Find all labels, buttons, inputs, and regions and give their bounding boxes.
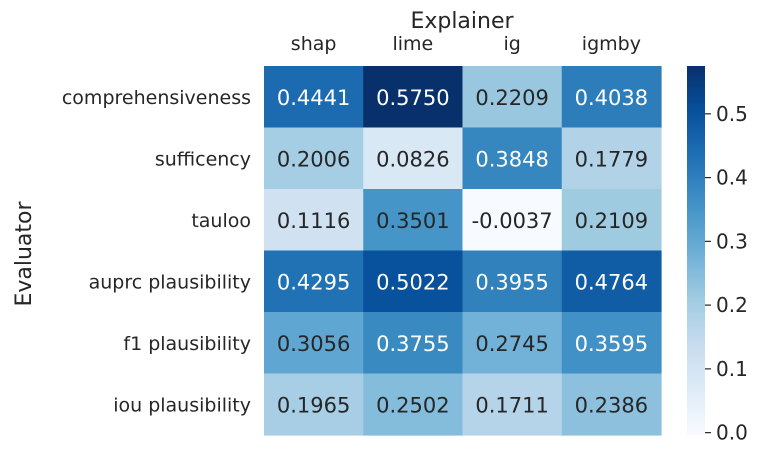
heatmap-cell [462, 373, 563, 436]
cell-value-label: 0.3848 [475, 147, 548, 171]
y-tick-label: auprc plausibility [89, 271, 251, 293]
heatmap-cell [363, 189, 464, 252]
heatmap-cell [561, 373, 662, 436]
heatmap-cell [264, 250, 364, 313]
cell-value-label: 0.4038 [575, 86, 648, 110]
heatmap-cell [462, 250, 563, 313]
heatmap-cell [363, 66, 464, 129]
heatmap-cell [561, 66, 662, 129]
colorbar-tick-label: 0.5 [716, 102, 748, 126]
x-tick-labels: shap lime ig igmby [291, 33, 641, 55]
x-tick-label: igmby [582, 33, 641, 55]
heatmap-cell [561, 127, 662, 190]
cell-value-label: 0.2502 [376, 393, 449, 417]
colorbar-tick-label: 0.4 [716, 166, 748, 190]
heatmap-cell [462, 66, 563, 129]
heatmap-cell [462, 189, 563, 252]
cell-value-label: 0.1965 [277, 393, 350, 417]
heatmap-cell [462, 127, 563, 190]
cell-value-label: 0.1116 [277, 209, 350, 233]
y-tick-label: comprehensiveness [62, 87, 251, 109]
cell-value-label: 0.1711 [475, 393, 548, 417]
cell-value-label: 0.3056 [277, 332, 350, 356]
heatmap-cell-labels: 0.4441 0.5750 0.2209 0.4038 0.2006 0.0826 0.38… [277, 86, 648, 418]
y-tick-label: iou plausibility [113, 394, 251, 416]
heatmap-cell [363, 250, 464, 313]
heatmap-cell [264, 127, 364, 190]
heatmap-cell [264, 312, 364, 375]
x-axis-title: Explainer [410, 9, 514, 34]
cell-value-label: 0.3501 [376, 209, 449, 233]
colorbar: 0.0 0.1 0.2 0.3 0.4 0.5 [687, 66, 748, 445]
heatmap-cell [363, 127, 464, 190]
cell-value-label: 0.2745 [475, 332, 548, 356]
y-axis-title: Evaluator [12, 201, 37, 307]
y-tick-label: tauloo [191, 210, 251, 232]
heatmap-cell [363, 373, 464, 436]
cell-value-label: -0.0037 [472, 209, 553, 233]
colorbar-gradient [687, 66, 705, 435]
cell-value-label: 0.4764 [575, 270, 648, 294]
heatmap-cell [561, 189, 662, 252]
x-tick-label: ig [503, 33, 520, 55]
y-tick-label: sufficency [155, 148, 251, 170]
cell-value-label: 0.0826 [376, 147, 449, 171]
heatmap-cell [264, 373, 364, 436]
cell-value-label: 0.4441 [277, 86, 350, 110]
colorbar-tick-label: 0.0 [716, 421, 748, 445]
heatmap-cell [264, 66, 364, 129]
colorbar-tick-label: 0.1 [716, 357, 748, 381]
heatmap-cell [462, 312, 563, 375]
cell-value-label: 0.5750 [376, 86, 449, 110]
heatmap-cell [561, 250, 662, 313]
x-tick-label: lime [392, 33, 433, 55]
cell-value-label: 0.5022 [376, 270, 449, 294]
cell-value-label: 0.4295 [277, 270, 350, 294]
y-tick-labels: comprehensiveness sufficency tauloo auprc p… [62, 87, 251, 417]
heatmap-cell [363, 312, 464, 375]
x-tick-label: shap [291, 33, 337, 55]
heatmap-cell [264, 189, 364, 252]
colorbar-tick-label: 0.2 [716, 293, 748, 317]
cell-value-label: 0.2386 [575, 393, 648, 417]
heatmap-cell [561, 312, 662, 375]
cell-value-label: 0.2209 [475, 86, 548, 110]
cell-value-label: 0.3755 [376, 332, 449, 356]
cell-value-label: 0.1779 [575, 147, 648, 171]
cell-value-label: 0.2109 [575, 209, 648, 233]
y-tick-label: f1 plausibility [123, 333, 251, 355]
cell-value-label: 0.3955 [475, 270, 548, 294]
heatmap-cells [264, 66, 662, 436]
cell-value-label: 0.2006 [277, 147, 350, 171]
colorbar-tick-label: 0.3 [716, 229, 748, 253]
cell-value-label: 0.3595 [575, 332, 648, 356]
